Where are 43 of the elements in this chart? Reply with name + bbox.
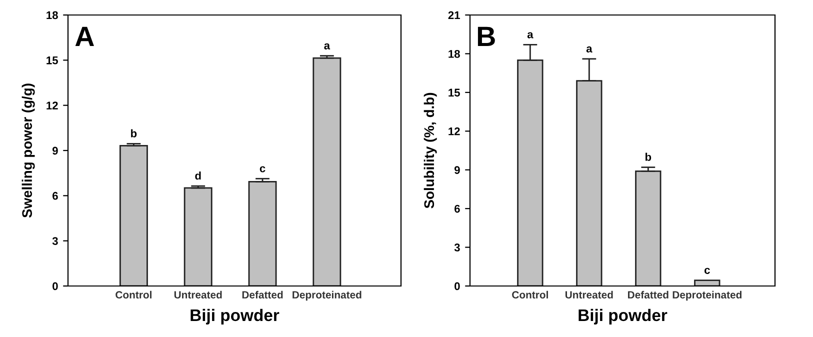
bar [119,144,148,286]
x-axis-title: Biji powder [190,308,280,324]
annotation: c [260,166,266,172]
y-tick-label: 6 [454,204,460,213]
y-tick-label: 12 [46,102,58,110]
x-tick-label: Control [116,290,152,299]
bar [694,280,720,286]
y-tick-label: 3 [52,237,58,245]
y-tick-label: 0 [52,282,58,290]
annotation: A [75,26,94,46]
y-tick-label: 6 [52,192,58,200]
x-tick-label: Defatted [242,290,283,299]
y-tick-label: 18 [448,50,460,58]
y-tick-label: 9 [52,146,58,155]
annotation: B [478,26,495,46]
bar [184,187,212,286]
x-tick-label: Defatted [628,290,668,299]
annotation: d [195,172,201,180]
x-tick-label: Deproteinated [672,290,742,301]
x-tick-label: Control [512,290,548,299]
y-tick-label: 3 [454,244,460,252]
y-tick-label: 15 [448,88,460,97]
bar [312,57,342,286]
y-tick-label: 21 [448,11,460,20]
y-axis-title: Swelling power (g/g) [22,84,35,218]
x-tick-label: Untreated [565,290,613,299]
annotation: a [527,32,534,38]
annotation: b [646,152,652,161]
annotation: a [324,43,330,50]
y-tick-label: 15 [46,56,58,64]
y-axis-title: Solubility (%, d.b) [424,92,437,208]
annotation: b [131,129,137,138]
x-tick-label: Untreated [174,290,222,299]
y-tick-label: 18 [46,11,58,20]
y-tick-label: 9 [454,166,460,174]
y-tick-label: 12 [448,127,460,136]
x-tick-label: Deproteinated [292,290,362,301]
annotation: a [586,46,592,53]
annotation: c [704,268,710,274]
x-axis-title: Biji powder [578,308,668,324]
y-tick-label: 0 [454,282,460,290]
bar [248,180,277,286]
bar [635,170,662,286]
